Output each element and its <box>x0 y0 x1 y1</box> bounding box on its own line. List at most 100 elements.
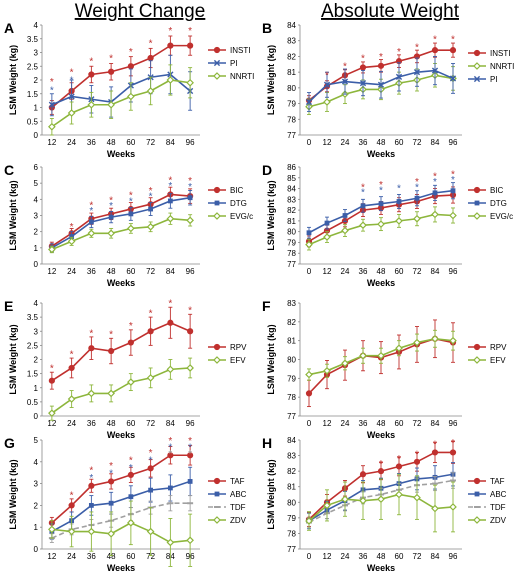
chart-panel-a: A 0 0.5 1 1.5 2 2.5 3 3.5 4 12 24 36 48 60 72 84 96 Weeks L… <box>4 20 254 159</box>
data-point <box>107 229 115 238</box>
y-tick-label: 77 <box>287 545 296 554</box>
x-tick-label: 36 <box>359 138 368 147</box>
data-point <box>167 319 174 326</box>
legend-entry: INSTI <box>468 49 510 58</box>
data-point <box>146 222 155 231</box>
legend-swatch-marker <box>473 477 481 485</box>
y-axis-label: LSM Weight (kg) <box>8 180 18 250</box>
legend-entry: INSTI <box>208 46 250 55</box>
x-tick-label: 12 <box>323 138 332 147</box>
series-line <box>51 44 191 109</box>
x-tick-label: 48 <box>107 138 116 147</box>
data-point <box>395 490 403 499</box>
series-line <box>51 217 191 251</box>
legend-label: TDF <box>230 503 246 512</box>
legend-entry: ZDV <box>208 516 247 525</box>
x-tick-label: 12 <box>47 138 56 147</box>
y-tick-label: 3 <box>34 327 39 336</box>
x-tick-label: 12 <box>323 267 332 276</box>
series-evg-c <box>48 212 194 254</box>
data-point <box>88 482 95 489</box>
data-point <box>324 220 330 226</box>
x-tick-label: 84 <box>166 138 175 147</box>
legend-swatch-marker <box>473 356 481 364</box>
data-point <box>127 518 135 527</box>
y-tick-label: 78 <box>287 249 296 258</box>
x-tick-label: 48 <box>377 267 386 276</box>
legend-entry: ZDV <box>468 516 507 525</box>
significance-marker: * <box>188 306 192 317</box>
data-point <box>187 328 194 335</box>
significance-marker: * <box>379 459 383 470</box>
data-point <box>166 76 175 84</box>
significance-marker: * <box>168 436 172 447</box>
data-point <box>107 389 115 398</box>
data-point <box>431 449 439 456</box>
y-tick-label: 1 <box>34 104 39 113</box>
chart-panel-f: F 77 78 79 80 81 82 83 0 12 24 36 48 60 72 84 96 Weeks LSM… <box>262 298 507 440</box>
significance-marker: * <box>109 469 113 480</box>
significance-marker: * <box>361 188 365 199</box>
significance-marker: * <box>149 39 153 50</box>
significance-marker: * <box>129 196 133 207</box>
data-point <box>127 224 135 233</box>
data-point <box>377 351 385 360</box>
y-tick-label: 1 <box>34 244 39 253</box>
x-tick-label: 24 <box>67 267 76 276</box>
data-point <box>414 195 420 201</box>
legend-entry: PI <box>208 59 238 68</box>
significance-marker: * <box>188 442 192 453</box>
y-tick-label: 3 <box>34 480 39 489</box>
legend-swatch-marker <box>213 72 221 80</box>
y-tick-label: 86 <box>287 163 296 172</box>
y-tick-label: 82 <box>287 52 296 61</box>
series-line <box>51 79 191 128</box>
panel-label: E <box>4 298 13 314</box>
legend-swatch-marker <box>213 186 221 194</box>
legend-label: TDF <box>490 503 506 512</box>
data-point <box>127 63 134 70</box>
significance-marker: * <box>168 26 172 37</box>
legend-swatch-marker <box>214 200 220 206</box>
data-point <box>166 365 175 374</box>
legend-swatch-marker <box>213 477 221 485</box>
y-tick-label: 3.5 <box>27 313 39 322</box>
x-tick-label: 12 <box>47 552 56 561</box>
x-tick-label: 48 <box>377 552 386 561</box>
y-tick-label: 2 <box>34 76 39 85</box>
legend-swatch-marker <box>473 62 481 70</box>
series-efv <box>48 357 194 421</box>
legend-swatch-marker <box>474 491 480 497</box>
y-tick-label: 81 <box>287 337 296 346</box>
chart-panel-e: E 0 0.5 1 1.5 2 2.5 3 3.5 4 12 24 36 48 60 72 84 96 Weeks L… <box>4 298 247 440</box>
data-point <box>187 42 194 49</box>
legend-label: TAF <box>490 477 505 486</box>
x-axis-label: Weeks <box>367 430 395 440</box>
panel-label: F <box>262 298 271 314</box>
panel-label: A <box>4 20 14 36</box>
x-tick-label: 36 <box>359 419 368 428</box>
legend-entry: EVG/c <box>468 212 513 221</box>
data-point <box>48 377 55 384</box>
y-tick-label: 85 <box>287 174 296 183</box>
panel-label: B <box>262 20 272 36</box>
x-tick-label: 0 <box>307 552 312 561</box>
y-tick-label: 78 <box>287 393 296 402</box>
data-point <box>87 527 96 536</box>
y-tick-label: 1 <box>34 384 39 393</box>
legend-swatch-marker <box>473 49 481 57</box>
series-evg-c <box>305 206 457 251</box>
significance-marker: * <box>129 321 133 332</box>
data-point <box>68 364 75 372</box>
y-tick-label: 80 <box>287 498 296 507</box>
legend-label: ZDV <box>230 516 247 525</box>
legend-entry: BIC <box>208 186 244 195</box>
legend-swatch-marker <box>473 75 481 83</box>
x-axis-label: Weeks <box>107 430 135 440</box>
x-tick-label: 60 <box>395 552 404 561</box>
data-point <box>67 109 76 117</box>
legend-entry: RPV <box>208 343 247 352</box>
